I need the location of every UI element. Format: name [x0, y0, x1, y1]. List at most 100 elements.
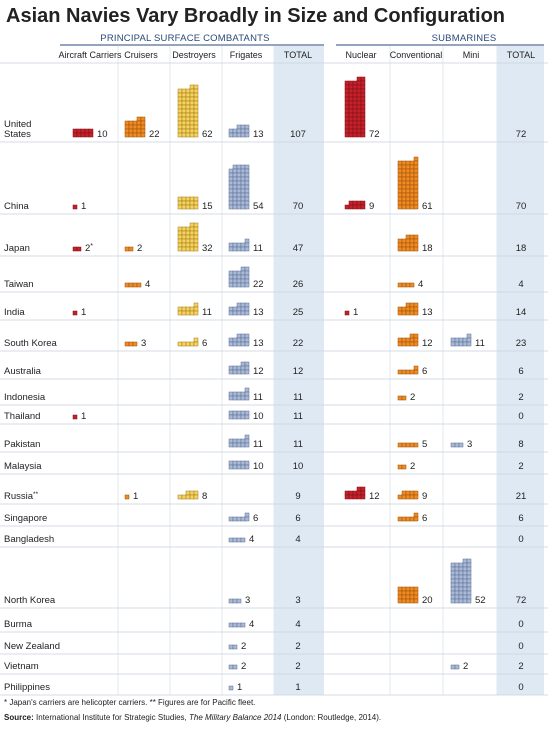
total-sub-total: 0: [518, 534, 523, 545]
table-row: Japan 2* 2 32 11 18 47 18: [4, 222, 526, 254]
total-surf-total: 3: [295, 595, 300, 606]
ship-icon-conventional: [397, 282, 415, 288]
total-sub-total: 72: [516, 595, 527, 606]
total-surf-total: 11: [293, 439, 303, 450]
total-sub-total: 2: [518, 661, 523, 672]
value-frigates: 6: [253, 513, 258, 524]
ship-icon-conventional: [397, 333, 419, 347]
table-row: Bangladesh 4 4 0: [4, 534, 524, 545]
total-sub-total: 0: [518, 619, 523, 630]
total-sub-total: 23: [516, 338, 527, 349]
ship-icon-conventional: [397, 586, 419, 604]
ship-icon-conventional: [397, 156, 419, 210]
background-layer: [0, 44, 548, 696]
column-header-cruisers: Cruisers: [124, 50, 158, 60]
table-row: Indonesia 11 2 11 2: [4, 387, 524, 403]
column-header-carriers: Aircraft Carriers: [58, 50, 122, 60]
ship-icon-frigates: [228, 238, 250, 252]
value-mini: 11: [475, 338, 485, 349]
value-conventional: 13: [422, 307, 433, 318]
country-label: New Zealand: [4, 641, 60, 652]
country-label: Australia: [4, 366, 42, 377]
table-row: New Zealand 2 2 0: [4, 641, 524, 652]
value-nuclear: 9: [369, 201, 374, 212]
total-sub-total: 2: [518, 392, 523, 403]
country-label: Malaysia: [4, 461, 42, 472]
value-frigates: 10: [253, 411, 264, 422]
table-row: Singapore 6 6 6 6: [4, 512, 524, 524]
country-label: Taiwan: [4, 279, 34, 290]
ship-icon-conventional: [397, 234, 419, 252]
total-surf-total: 9: [295, 491, 300, 502]
ship-icon-frigates: [228, 164, 250, 210]
ship-icon-conventional: [397, 490, 419, 500]
value-carriers: 2*: [85, 243, 93, 254]
total-sub-total: 70: [516, 201, 527, 212]
country-label: Vietnam: [4, 661, 39, 672]
table-row: United States 10 22 62 13 72 107 72: [4, 76, 526, 140]
value-nuclear: 72: [369, 129, 380, 140]
ship-icon-destroyers: [177, 196, 199, 210]
ship-icon-frigates: [228, 333, 250, 347]
country-label: China: [4, 201, 30, 212]
value-conventional: 6: [422, 366, 427, 377]
ship-icon-destroyers: [177, 84, 199, 138]
group-header-submarines: SUBMARINES: [432, 33, 497, 44]
value-mini: 52: [475, 595, 486, 606]
ship-icon-frigates: [228, 387, 250, 401]
value-destroyers: 15: [202, 201, 213, 212]
total-sub-total: 14: [516, 307, 527, 318]
value-cruisers: 4: [145, 279, 150, 290]
ship-icon-frigates: [228, 410, 250, 420]
total-surf-total: 11: [293, 392, 303, 403]
total-surf-total: 25: [293, 307, 304, 318]
country-label: India: [4, 307, 25, 318]
total-surf-total: 22: [293, 338, 304, 349]
ship-icon-conventional: [397, 442, 419, 448]
ship-icon-conventional: [397, 464, 407, 470]
total-surf-total: 107: [290, 129, 306, 140]
country-label: Japan: [4, 243, 30, 254]
total-sub-total: 6: [518, 366, 523, 377]
ship-icon-frigates: [228, 460, 250, 470]
ship-icon-frigates: [228, 266, 250, 288]
ship-icon-mini: [450, 558, 472, 604]
source-text-post: (London: Routledge, 2014).: [282, 713, 382, 722]
ship-icon-cruisers: [124, 341, 138, 347]
total-surf-total: 4: [295, 619, 300, 630]
table-row: China 1 15 54 9 61 70 70: [4, 156, 527, 212]
ship-icon-conventional: [397, 302, 419, 316]
value-frigates: 13: [253, 338, 264, 349]
value-carriers: 1: [81, 201, 86, 212]
value-conventional: 4: [418, 279, 423, 290]
total-sub-total: 8: [518, 439, 523, 450]
column-header-destroyers: Destroyers: [172, 50, 216, 60]
table-row: Thailand 1 10 11 0: [4, 410, 524, 422]
table-row: Burma 4 4 0: [4, 619, 524, 630]
value-conventional: 61: [422, 201, 433, 212]
ship-icon-cruisers: [124, 282, 142, 288]
ship-icon-carriers: [72, 310, 78, 316]
ship-icon-frigates: [228, 644, 238, 650]
ship-icon-mini: [450, 333, 472, 347]
value-frigates: 4: [249, 534, 254, 545]
ship-icon-nuclear: [344, 200, 366, 210]
group-divider: [328, 46, 336, 695]
country-label: Burma: [4, 619, 33, 630]
total-surf-total: 70: [293, 201, 304, 212]
value-nuclear: 1: [353, 307, 358, 318]
country-label: Indonesia: [4, 392, 46, 403]
total-surf-total: 47: [293, 243, 304, 254]
value-frigates: 4: [249, 619, 254, 630]
value-carriers: 1: [81, 411, 86, 422]
value-conventional: 2: [410, 392, 415, 403]
total-surf-total: 2: [295, 661, 300, 672]
value-conventional: 12: [422, 338, 433, 349]
ship-icon-cruisers: [124, 494, 130, 500]
value-destroyers: 62: [202, 129, 213, 140]
value-cruisers: 3: [141, 338, 146, 349]
country-label: Pakistan: [4, 439, 40, 450]
table-row: South Korea 3 6 13 12 11 22 23: [4, 333, 527, 349]
